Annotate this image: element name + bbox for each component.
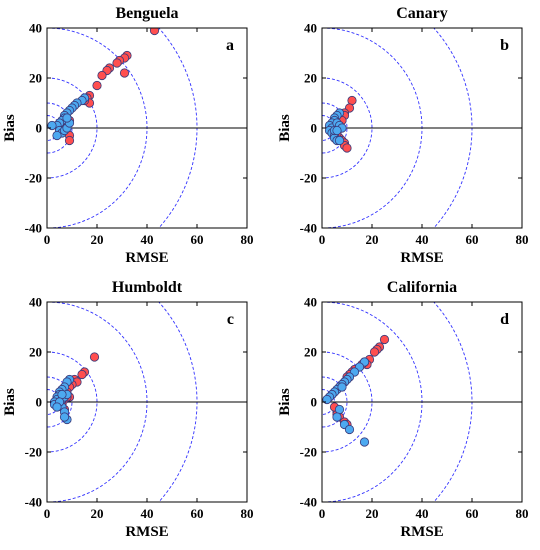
y-tick-label: -40 — [25, 495, 42, 510]
y-axis-label: Bias — [277, 114, 293, 142]
panel-2: 0 20 40 60 80 40 20 0 -20 -40 Canary b RMSE Bias — [277, 5, 529, 266]
y-tick-label: -20 — [25, 445, 42, 460]
x-tick-label: 40 — [141, 232, 154, 247]
x-tick-label: 60 — [191, 506, 204, 521]
x-axis-label: RMSE — [400, 524, 443, 540]
data-point — [52, 130, 62, 141]
data-point — [62, 113, 72, 123]
y-tick-label: 20 — [29, 71, 42, 86]
y-tick-label: -40 — [300, 495, 317, 510]
y-tick-label: -40 — [300, 221, 317, 236]
x-tick-label: 40 — [141, 506, 154, 521]
panel-letter: c — [227, 311, 234, 328]
y-tick-label: 20 — [304, 345, 317, 360]
data-point — [89, 352, 100, 362]
x-tick-label: 40 — [416, 506, 429, 521]
y-tick-label: 40 — [29, 295, 42, 310]
y-tick-label: -40 — [25, 221, 42, 236]
reference-circle — [47, 351, 98, 453]
x-tick-label: 80 — [241, 506, 254, 521]
x-tick-label: 0 — [319, 506, 326, 521]
points — [47, 28, 160, 146]
x-axis-label: RMSE — [400, 250, 443, 266]
y-tick-label: 0 — [36, 121, 43, 136]
x-tick-label: 60 — [191, 232, 204, 247]
panel-title: California — [387, 279, 457, 296]
y-tick-label: 40 — [304, 295, 317, 310]
points — [322, 334, 390, 447]
data-point — [332, 125, 342, 136]
data-point — [112, 58, 122, 68]
panel-letter: a — [226, 37, 234, 54]
data-point — [52, 402, 62, 412]
panel-letter: d — [500, 311, 509, 328]
x-tick-label: 60 — [466, 506, 479, 521]
reference-circle — [322, 376, 348, 428]
y-tick-label: 20 — [304, 71, 317, 86]
panel-letter: b — [500, 37, 509, 54]
points — [324, 95, 357, 153]
reference-circle — [322, 102, 348, 154]
data-point — [64, 135, 75, 146]
x-tick-label: 0 — [44, 506, 51, 521]
reference-circle — [322, 351, 373, 453]
data-point — [77, 369, 87, 380]
x-tick-label: 80 — [516, 232, 529, 247]
data-point — [334, 135, 345, 146]
reference-circle — [47, 376, 73, 428]
x-tick-label: 80 — [516, 506, 529, 521]
x-tick-label: 0 — [44, 232, 51, 247]
x-tick-label: 0 — [319, 232, 326, 247]
y-axis-label: Bias — [277, 388, 293, 416]
data-point — [332, 412, 342, 422]
y-tick-label: 20 — [29, 345, 42, 360]
y-axis-label: Bias — [2, 388, 18, 416]
x-axis-label: RMSE — [125, 524, 168, 540]
y-tick-label: 40 — [304, 21, 317, 36]
y-tick-label: 0 — [311, 395, 318, 410]
panel-3: 0 20 40 60 80 40 20 0 -20 -40 Humboldt c RMSE Bias — [2, 279, 254, 540]
panel-title: Humboldt — [112, 279, 183, 296]
panel-title: Benguela — [115, 5, 178, 22]
y-tick-label: 0 — [36, 395, 43, 410]
data-point — [149, 28, 160, 36]
x-tick-label: 20 — [366, 506, 379, 521]
points — [49, 352, 100, 425]
y-tick-label: 0 — [311, 121, 318, 136]
panel-4: 0 20 40 60 80 40 20 0 -20 -40 California d RMSE Bias — [277, 279, 529, 540]
y-tick-label: -20 — [300, 171, 317, 186]
y-tick-label: -20 — [300, 445, 317, 460]
data-point — [342, 143, 352, 153]
x-tick-label: 20 — [91, 506, 104, 521]
data-point — [379, 334, 390, 345]
panel-title: Canary — [396, 5, 448, 22]
y-tick-label: -20 — [25, 171, 42, 186]
x-tick-label: 80 — [241, 232, 254, 247]
x-tick-label: 40 — [416, 232, 429, 247]
reference-circle — [322, 77, 373, 179]
x-tick-label: 20 — [366, 232, 379, 247]
data-point — [119, 68, 130, 78]
data-point — [59, 412, 70, 422]
data-point — [97, 70, 107, 81]
x-tick-label: 60 — [466, 232, 479, 247]
data-point — [369, 347, 380, 357]
data-point — [359, 437, 370, 447]
x-tick-label: 20 — [91, 232, 104, 247]
x-axis-label: RMSE — [125, 250, 168, 266]
data-point — [344, 424, 355, 435]
reference-circle — [47, 102, 73, 154]
reference-circle — [47, 77, 98, 179]
panel-1: 0 20 40 60 80 40 20 0 -20 -40 Benguela a RMSE Bias — [2, 5, 254, 266]
y-axis-label: Bias — [2, 114, 18, 142]
data-point — [337, 382, 347, 392]
data-point — [92, 80, 102, 91]
y-tick-label: 40 — [29, 21, 42, 36]
